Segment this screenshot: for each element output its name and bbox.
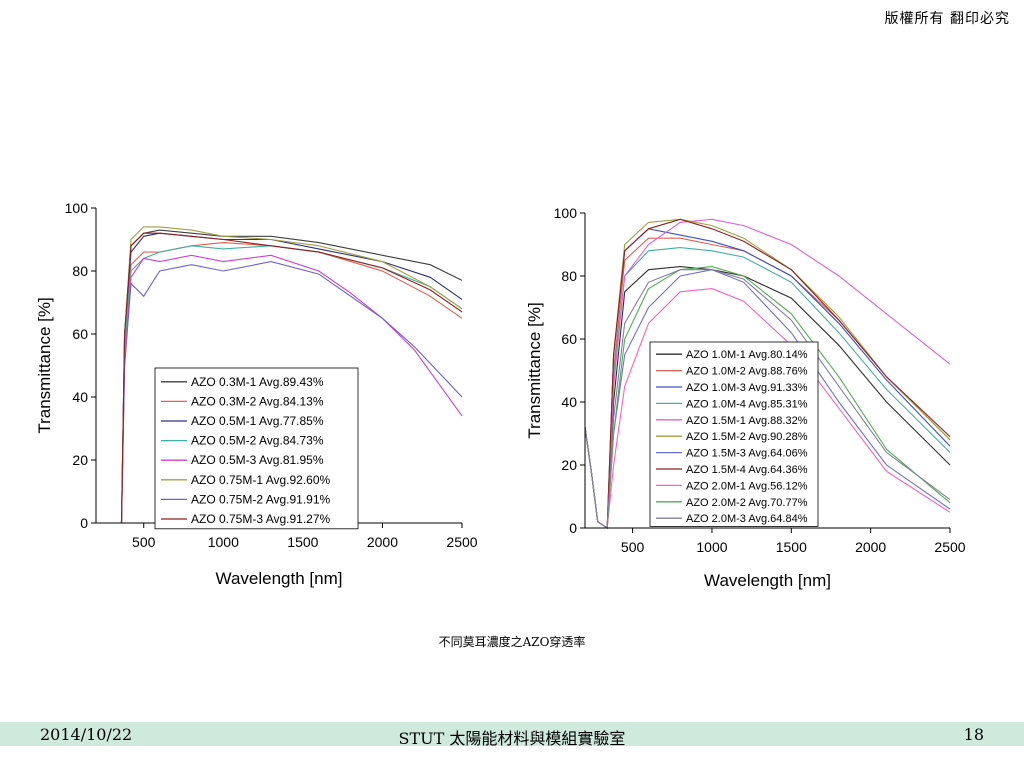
footer-bar: 2014/10/22 STUT 太陽能材料與模組實驗室 18 <box>0 722 1024 748</box>
legend-label-8: AZO 0.75M-3 Avg.91.27% <box>191 512 331 526</box>
chart-right: 0 20 40 60 80 100 500 1000 1500 2000 2500 Wavelengt… <box>525 205 966 590</box>
series-line-8 <box>104 232 463 524</box>
y-axis-label: Transmittance [%] <box>35 297 54 433</box>
legend-box <box>649 341 819 527</box>
legend-label-2: AZO 1.0M-2 Avg.88.76% <box>686 366 808 378</box>
y-tick-label: 100 <box>65 200 89 216</box>
copyright-notice: 版權所有 翻印必究 <box>884 11 1010 27</box>
legend-label-5: AZO 0.5M-3 Avg.81.95% <box>191 453 324 467</box>
y-tick-label: 40 <box>561 394 577 410</box>
legend-label-6: AZO 1.5M-2 Avg.90.28% <box>686 431 808 443</box>
y-axis-label: Transmittance [%] <box>525 302 544 438</box>
y-tick-label: 60 <box>561 331 577 347</box>
y-tick-label: 40 <box>72 389 88 405</box>
chart-left: 0 20 40 60 80 100 500 1000 1500 2000 2500 Wavelengt… <box>35 200 478 588</box>
y-tick-label: 0 <box>569 520 577 536</box>
y-tick-label: 20 <box>72 452 88 468</box>
legend-label-9: AZO 2.0M-1 Avg.56.12% <box>686 480 808 492</box>
x-axis-label: Wavelength [nm] <box>216 569 343 588</box>
series-line-11 <box>584 269 951 529</box>
legend-label-2: AZO 0.3M-2 Avg.84.13% <box>191 394 324 408</box>
x-tick-label: 500 <box>621 539 645 555</box>
x-tick-label: 2000 <box>855 539 886 555</box>
legend-label-10: AZO 2.0M-2 Avg.70.77% <box>686 497 808 509</box>
x-tick-label: 500 <box>132 534 156 550</box>
legend-label-7: AZO 1.5M-3 Avg.64.06% <box>686 448 808 460</box>
legend-label-3: AZO 0.5M-1 Avg.77.85% <box>191 414 324 428</box>
legend-label-6: AZO 0.75M-1 Avg.92.60% <box>191 473 331 487</box>
y-tick-label: 0 <box>80 515 88 531</box>
footer-page-number: 18 <box>963 725 984 744</box>
x-tick-label: 1000 <box>696 539 727 555</box>
y-tick-label: 60 <box>72 326 88 342</box>
x-tick-label: 2500 <box>446 534 477 550</box>
y-tick-label: 20 <box>561 457 577 473</box>
x-axis-label: Wavelength [nm] <box>704 571 831 590</box>
x-tick-label: 1500 <box>287 534 318 550</box>
figure-caption: 不同莫耳濃度之AZO穿透率 <box>438 635 586 649</box>
legend-label-8: AZO 1.5M-4 Avg.64.36% <box>686 464 808 476</box>
x-tick-label: 2000 <box>367 534 398 550</box>
footer-title: STUT 太陽能材料與模組實驗室 <box>398 729 626 748</box>
y-tick-label: 80 <box>72 263 88 279</box>
legend-label-4: AZO 1.0M-4 Avg.85.31% <box>686 398 808 410</box>
legend-label-4: AZO 0.5M-2 Avg.84.73% <box>191 434 324 448</box>
legend-label-5: AZO 1.5M-1 Avg.88.32% <box>686 415 808 427</box>
footer-date: 2014/10/22 <box>40 725 133 744</box>
legend-label-7: AZO 0.75M-2 Avg.91.91% <box>191 492 331 506</box>
y-tick-label: 80 <box>561 268 577 284</box>
series-line-7 <box>104 261 463 524</box>
legend-label-3: AZO 1.0M-3 Avg.91.33% <box>686 382 808 394</box>
x-tick-label: 1500 <box>776 539 807 555</box>
legend-box <box>154 367 359 530</box>
x-tick-label: 1000 <box>208 534 239 550</box>
x-tick-label: 2500 <box>934 539 965 555</box>
legend-label-1: AZO 0.3M-1 Avg.89.43% <box>191 375 324 389</box>
legend-label-1: AZO 1.0M-1 Avg.80.14% <box>686 349 808 361</box>
y-tick-label: 100 <box>554 205 578 221</box>
legend-label-11: AZO 2.0M-3 Avg.64.84% <box>686 513 808 525</box>
